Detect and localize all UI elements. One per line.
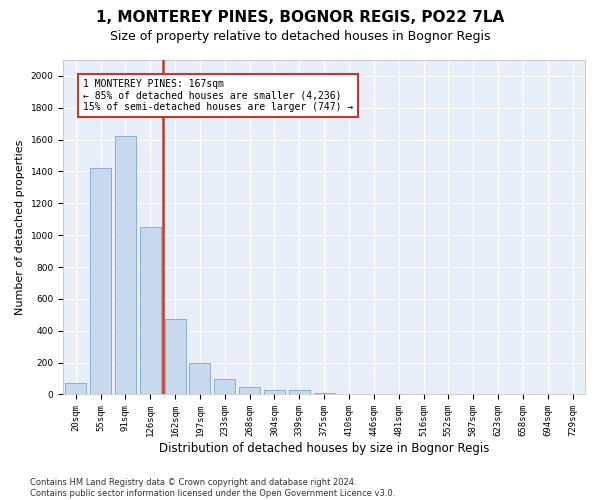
Text: Size of property relative to detached houses in Bognor Regis: Size of property relative to detached ho… <box>110 30 490 43</box>
Bar <box>140 227 161 394</box>
Bar <box>190 362 211 394</box>
Text: Contains HM Land Registry data © Crown copyright and database right 2024.
Contai: Contains HM Land Registry data © Crown c… <box>30 478 395 498</box>
Bar <box>239 386 260 394</box>
X-axis label: Distribution of detached houses by size in Bognor Regis: Distribution of detached houses by size … <box>159 442 490 455</box>
Bar <box>164 319 185 394</box>
Text: 1, MONTEREY PINES, BOGNOR REGIS, PO22 7LA: 1, MONTEREY PINES, BOGNOR REGIS, PO22 7L… <box>96 10 504 25</box>
Bar <box>314 393 335 394</box>
Bar <box>115 136 136 394</box>
Text: 1 MONTEREY PINES: 167sqm
← 85% of detached houses are smaller (4,236)
15% of sem: 1 MONTEREY PINES: 167sqm ← 85% of detach… <box>83 79 353 112</box>
Bar <box>90 168 111 394</box>
Bar <box>289 390 310 394</box>
Bar <box>214 378 235 394</box>
Y-axis label: Number of detached properties: Number of detached properties <box>15 140 25 315</box>
Bar <box>264 390 285 394</box>
Bar <box>65 382 86 394</box>
